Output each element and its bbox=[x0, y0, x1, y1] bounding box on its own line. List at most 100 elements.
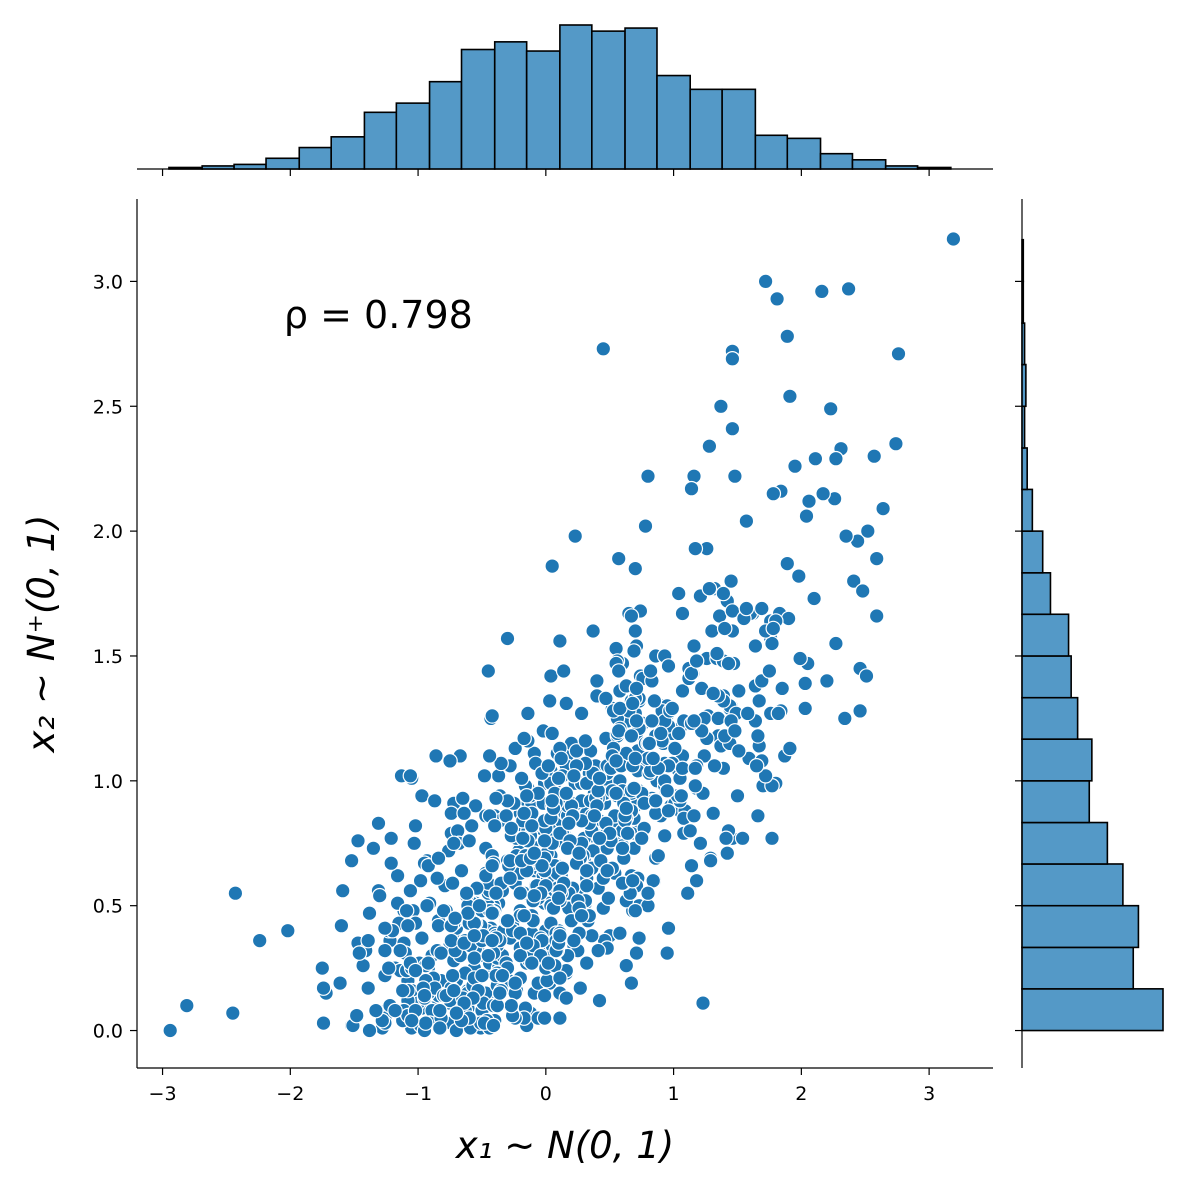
scatter-point bbox=[400, 917, 416, 934]
scatter-point bbox=[627, 902, 644, 919]
scatter-point bbox=[488, 790, 504, 807]
scatter-point bbox=[491, 985, 508, 1001]
scatter-point bbox=[724, 420, 741, 437]
scatter-point bbox=[591, 830, 608, 847]
scatter-point bbox=[614, 840, 631, 857]
scatter-point bbox=[536, 832, 553, 849]
scatter-point bbox=[705, 685, 721, 702]
scatter-point bbox=[225, 1005, 241, 1021]
y-hist-bar bbox=[1021, 572, 1052, 616]
x-hist-bar bbox=[656, 74, 692, 170]
scatter-point bbox=[687, 540, 704, 557]
scatter-point bbox=[458, 885, 475, 901]
x-hist-bar bbox=[819, 152, 854, 170]
scatter-point bbox=[403, 1012, 420, 1029]
scatter-point bbox=[412, 872, 429, 889]
x-hist-bar bbox=[851, 159, 887, 170]
scatter-point bbox=[407, 817, 424, 834]
scatter-point bbox=[461, 832, 477, 849]
scatter-point bbox=[590, 942, 606, 959]
y-hist-bar bbox=[1021, 363, 1027, 408]
scatter-point bbox=[417, 1015, 434, 1031]
y-hist-bar bbox=[1021, 988, 1164, 1032]
scatter-point bbox=[360, 980, 376, 996]
scatter-point bbox=[705, 805, 721, 822]
scatter-point bbox=[674, 605, 691, 622]
correlation-annotation: ρ = 0.798 bbox=[284, 293, 473, 337]
scatter-point bbox=[516, 907, 532, 924]
scatter-point bbox=[718, 830, 734, 847]
scatter-point bbox=[430, 850, 447, 866]
scatter-point bbox=[392, 942, 408, 959]
scatter-point bbox=[670, 725, 687, 742]
scatter-point bbox=[608, 785, 624, 802]
scatter-point bbox=[695, 995, 711, 1011]
scatter-point bbox=[567, 528, 583, 544]
x-hist-bar bbox=[525, 50, 561, 170]
scatter-point bbox=[523, 817, 540, 834]
scatter-point bbox=[583, 927, 600, 944]
scatter-point bbox=[637, 518, 654, 534]
x-hist-bar bbox=[363, 111, 398, 170]
scatter-point bbox=[626, 643, 642, 659]
scatter-point bbox=[750, 728, 766, 744]
scatter-point bbox=[544, 725, 560, 742]
scatter-point bbox=[828, 635, 844, 652]
scatter-point bbox=[854, 583, 871, 599]
scatter-point bbox=[852, 703, 868, 719]
scatter-point bbox=[819, 673, 835, 689]
scatter-point bbox=[484, 905, 500, 921]
scatter-point bbox=[315, 1015, 332, 1031]
scatter-point bbox=[610, 550, 627, 567]
scatter-point bbox=[518, 935, 535, 951]
scatter-point bbox=[578, 877, 595, 894]
scatter-point bbox=[765, 485, 782, 502]
scatter-point bbox=[739, 705, 756, 722]
x-tick-label: −2 bbox=[276, 1083, 304, 1105]
scatter-point bbox=[838, 528, 854, 544]
scatter-point bbox=[738, 513, 755, 529]
scatter-point bbox=[619, 825, 636, 842]
y-marginal-histogram bbox=[1015, 199, 1164, 1068]
scatter-point bbox=[660, 658, 677, 674]
scatter-point bbox=[624, 695, 641, 712]
x-tick-label: 3 bbox=[923, 1083, 935, 1105]
scatter-point bbox=[724, 350, 741, 367]
scatter-point bbox=[480, 947, 497, 964]
scatter-point bbox=[782, 388, 798, 405]
scatter-point bbox=[406, 835, 422, 852]
scatter-point bbox=[729, 787, 746, 804]
scatter-point bbox=[507, 740, 523, 757]
y-tick-label: 2.5 bbox=[93, 396, 123, 418]
scatter-point bbox=[782, 740, 798, 757]
scatter-point bbox=[394, 982, 411, 999]
scatter-point bbox=[279, 922, 296, 939]
scatter-point bbox=[627, 750, 644, 767]
scatter-point bbox=[828, 450, 844, 467]
y-tick-label: 3.0 bbox=[93, 271, 123, 293]
scatter-point bbox=[480, 663, 497, 679]
scatter-point bbox=[474, 967, 490, 984]
scatter-point bbox=[442, 753, 458, 769]
scatter-point bbox=[859, 523, 876, 539]
scatter-point bbox=[761, 663, 778, 679]
scatter-point bbox=[640, 885, 656, 901]
scatter-point bbox=[334, 882, 351, 899]
scatter-point bbox=[552, 927, 568, 944]
scatter-point bbox=[779, 555, 796, 572]
scatter-point bbox=[730, 743, 747, 759]
scatter-point bbox=[467, 797, 484, 814]
scatter-point bbox=[704, 623, 720, 639]
scatter-point bbox=[416, 987, 433, 1004]
y-hist-bar bbox=[1021, 613, 1070, 657]
scatter-point bbox=[807, 450, 824, 467]
scatter-point bbox=[466, 950, 483, 966]
scatter-point bbox=[797, 700, 813, 717]
scatter-point bbox=[628, 945, 645, 961]
scatter-point bbox=[673, 787, 690, 804]
scatter-point bbox=[709, 645, 725, 662]
scatter-point bbox=[520, 705, 536, 722]
scatter-point bbox=[552, 1010, 568, 1026]
scatter-point bbox=[566, 767, 582, 784]
scatter-point bbox=[507, 975, 523, 991]
